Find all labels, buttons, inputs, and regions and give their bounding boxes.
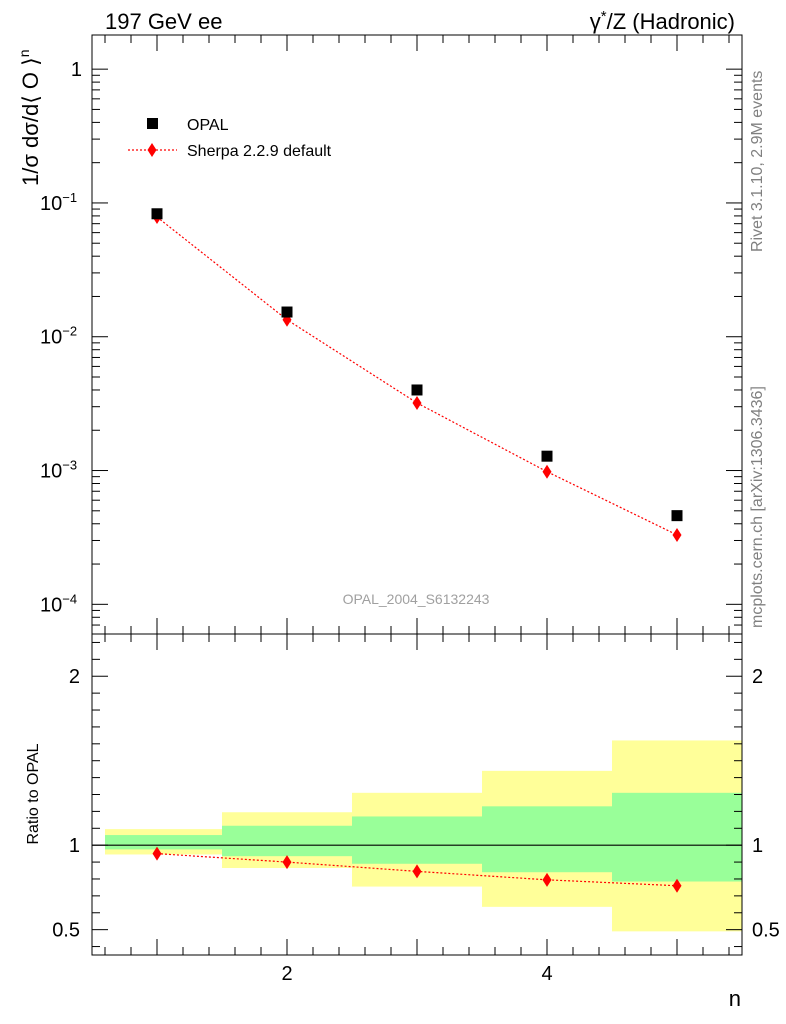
ratio-xlabel: n	[729, 986, 741, 1011]
main-opal-point	[671, 510, 683, 522]
main-sherpa-point	[412, 395, 422, 410]
ratio-y-tick-label-right: 2	[752, 666, 763, 688]
ratio-y-tick-label-left: 2	[69, 666, 80, 688]
legend-sherpa-marker	[147, 143, 157, 157]
ratio-x-tick-label: 4	[541, 963, 552, 985]
ratio-green-band	[222, 825, 352, 857]
ratio-green-band	[352, 816, 482, 864]
main-opal-point	[151, 208, 163, 220]
ratio-y-tick-label-right: 1	[752, 835, 763, 857]
ratio-frame	[91, 633, 743, 956]
ratio-x-tick-label: 2	[281, 963, 292, 985]
watermark: OPAL_2004_S6132243	[343, 591, 490, 607]
main-opal-point	[281, 306, 293, 318]
legend-opal-marker	[147, 118, 158, 129]
ratio-green-band	[105, 835, 222, 850]
main-opal-point	[411, 384, 423, 396]
main-opal-point	[541, 450, 553, 462]
main-y-tick-label: 10−4	[40, 591, 77, 616]
rivet-label: Rivet 3.1.10, 2.9M events	[749, 71, 766, 252]
main-y-tick-label: 10−1	[40, 190, 77, 215]
ratio-y-tick-label-right: 0.5	[752, 920, 780, 942]
main-sherpa-point	[672, 527, 682, 542]
ratio-sherpa-point	[672, 878, 682, 893]
main-y-tick-label: 1	[71, 59, 82, 81]
ratio-y-tick-label-left: 0.5	[52, 920, 80, 942]
legend-opal-label: OPAL	[187, 117, 229, 134]
header-right: γ*/Z (Hadronic)	[590, 8, 735, 34]
ratio-green-band	[612, 792, 742, 882]
ratio-y-tick-label-left: 1	[69, 835, 80, 857]
ratio-sherpa-point	[542, 872, 552, 887]
ratio-green-band	[482, 806, 612, 873]
main-sherpa-point	[542, 464, 552, 479]
ratio-ylabel: Ratio to OPAL	[25, 743, 42, 844]
main-sherpa-line	[156, 216, 678, 536]
ratio-sherpa-point	[412, 864, 422, 879]
header-left: 197 GeV ee	[105, 9, 222, 34]
main-ylabel: 1/σ dσ/d⟨ O ⟩n	[16, 50, 43, 187]
main-plot: 1 10−1 10−2 10−3 10−4	[40, 34, 743, 635]
legend: OPAL Sherpa 2.2.9 default	[128, 117, 332, 160]
main-y-tick-label: 10−2	[40, 324, 77, 349]
ratio-plot: 0.5 0.5 1 1 2 2 2 4	[52, 633, 780, 985]
mcplots-label: mcplots.cern.ch [arXiv:1306.3436]	[749, 386, 766, 628]
legend-sherpa-label: Sherpa 2.2.9 default	[187, 143, 332, 160]
ratio-sherpa-point	[282, 855, 292, 870]
ratio-sherpa-point	[152, 846, 162, 861]
main-y-tick-label: 10−3	[40, 458, 77, 483]
